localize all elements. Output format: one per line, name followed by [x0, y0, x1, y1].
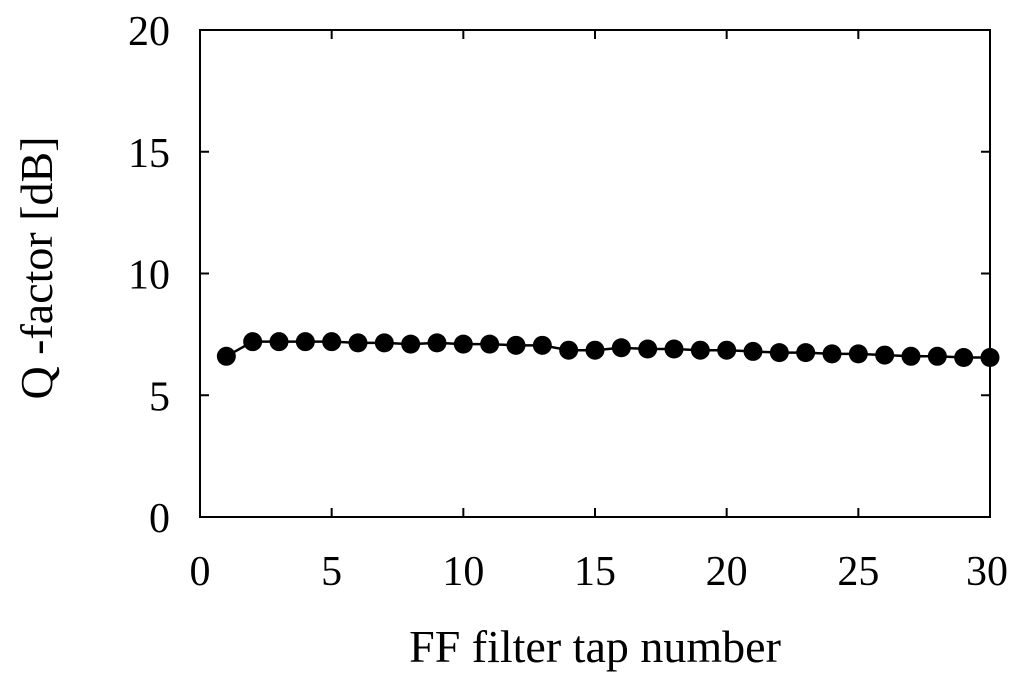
data-point	[401, 334, 421, 354]
plot-frame	[199, 29, 991, 518]
y-tick-label: 0	[149, 496, 170, 542]
data-point	[980, 348, 1000, 368]
x-tick-label: 20	[706, 549, 748, 595]
x-tick-label: 15	[574, 549, 616, 595]
x-tick-label: 5	[321, 549, 342, 595]
data-point	[638, 339, 658, 359]
data-point	[796, 343, 816, 363]
data-point	[269, 332, 289, 352]
data-point	[532, 335, 552, 355]
y-tick-label: 20	[128, 9, 170, 55]
data-point	[295, 332, 315, 352]
data-point	[216, 346, 236, 366]
x-axis-title: FF filter tap number	[409, 621, 781, 672]
data-point	[848, 344, 868, 364]
data-point	[348, 333, 368, 353]
y-tick-label: 10	[128, 253, 170, 299]
data-point	[453, 334, 473, 354]
data-point	[322, 332, 342, 352]
data-point	[427, 333, 447, 353]
data-point	[480, 334, 500, 354]
data-point	[901, 346, 921, 366]
data-point	[611, 338, 631, 358]
data-point	[954, 348, 974, 368]
data-point	[664, 339, 684, 359]
x-tick-label: 10	[442, 549, 484, 595]
x-tick-label: 0	[190, 549, 211, 595]
data-point	[822, 344, 842, 364]
data-point	[875, 345, 895, 365]
data-point	[743, 341, 763, 361]
data-point	[717, 340, 737, 360]
y-axis-title: Q -factor [dB]	[11, 136, 62, 399]
y-tick-label: 5	[149, 374, 170, 420]
data-point	[374, 333, 394, 353]
y-axis-ticks: 0 5 10 15 20	[128, 9, 990, 542]
series-layer	[216, 332, 1000, 368]
x-axis-ticks: 0 5 10 15 20 25 30	[190, 30, 1008, 595]
data-point	[769, 343, 789, 363]
x-tick-label: 25	[837, 549, 879, 595]
x-tick-label: 30	[966, 549, 1008, 595]
data-point	[585, 340, 605, 360]
data-point	[927, 346, 947, 366]
y-tick-label: 15	[128, 131, 170, 177]
data-point	[690, 340, 710, 360]
data-point	[243, 332, 263, 352]
data-point	[559, 340, 579, 360]
data-point	[506, 335, 526, 355]
